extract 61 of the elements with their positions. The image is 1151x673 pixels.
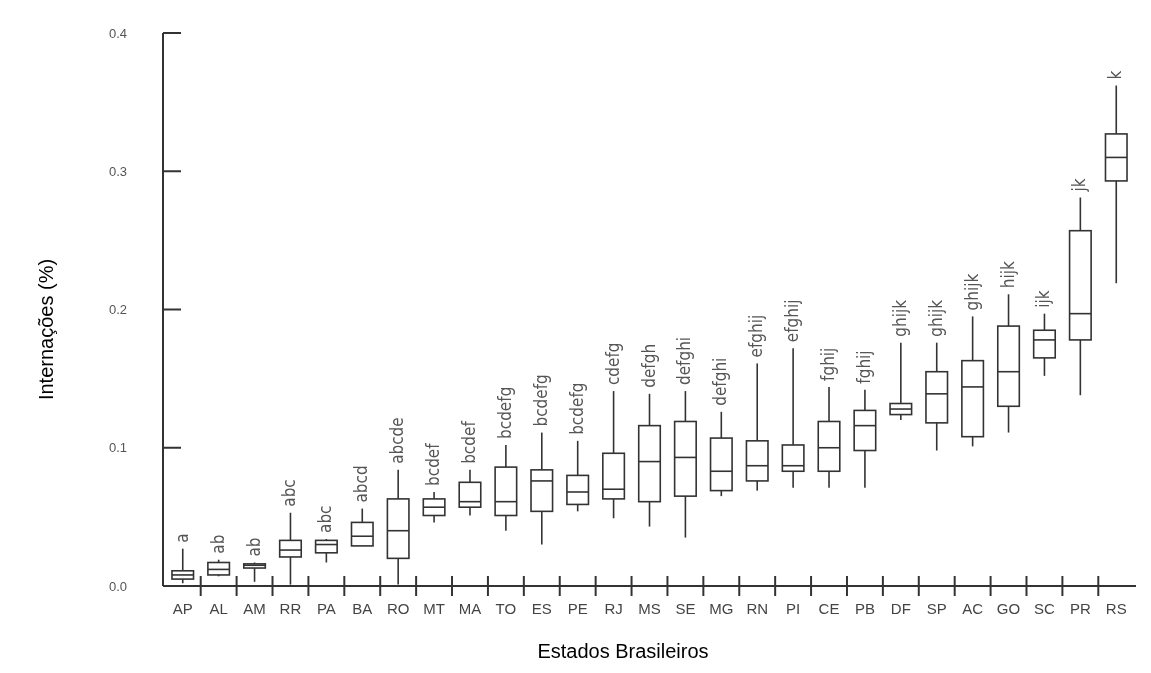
y-tick-label: 0.4	[108, 25, 127, 41]
annotation: abcde	[387, 417, 408, 464]
annotation: abcd	[351, 465, 372, 503]
x-tick-label: AL	[209, 600, 228, 617]
annotation: hijk	[997, 261, 1018, 289]
annotation: defghi	[674, 336, 695, 386]
annotation: jk	[1069, 178, 1090, 193]
x-tick-label: RO	[386, 600, 410, 617]
annotation: ab	[243, 537, 264, 557]
annotation: ghijk	[961, 273, 982, 311]
x-tick-label: AC	[962, 600, 984, 617]
annotation: fghij	[818, 347, 839, 381]
x-tick-label: PB	[854, 600, 875, 617]
x-tick-label: PR	[1069, 600, 1091, 617]
annotation: bcdefg	[566, 382, 587, 435]
x-tick-label: PA	[316, 600, 336, 617]
y-tick-label: 0.1	[108, 440, 127, 456]
x-tick-label: TO	[495, 600, 517, 617]
annotation: ijk	[1033, 290, 1054, 308]
x-tick-label: CE	[818, 600, 840, 617]
annotation: k	[1105, 70, 1126, 80]
x-tick-label: RJ	[604, 600, 623, 617]
x-tick-label: RR	[279, 600, 302, 617]
x-tick-label: RN	[746, 600, 769, 617]
x-tick-label: PI	[786, 600, 801, 617]
x-tick-label: ES	[531, 600, 552, 617]
x-tick-label: SE	[675, 600, 696, 617]
annotation: efghij	[746, 314, 767, 358]
annotation: fghij	[853, 350, 874, 384]
x-tick-label: MG	[709, 600, 734, 617]
x-tick-label: DF	[890, 600, 911, 617]
annotation: abc	[315, 505, 336, 533]
x-tick-label: AP	[172, 600, 193, 617]
annotation: bcdefg	[494, 386, 515, 439]
annotation: bcdefg	[530, 374, 551, 427]
x-tick-label: SC	[1034, 600, 1056, 617]
x-tick-label: AM	[243, 600, 266, 617]
x-tick-label: MT	[423, 600, 445, 617]
y-tick-label: 0.0	[108, 578, 127, 594]
annotation: ab	[207, 534, 228, 554]
y-tick-label: 0.3	[108, 163, 127, 179]
x-tick-label: BA	[352, 600, 373, 617]
annotation: defgh	[638, 343, 659, 388]
annotation: efghij	[782, 299, 803, 343]
annotation: ghijk	[889, 299, 910, 337]
x-tick-label: GO	[996, 600, 1021, 617]
x-axis-title: Estados Brasileiros	[537, 640, 709, 662]
annotation: a	[171, 533, 192, 543]
x-tick-label: RS	[1105, 600, 1127, 617]
annotation: bcdef	[458, 420, 479, 464]
x-tick-label: MS	[638, 600, 661, 617]
x-tick-label: SP	[926, 600, 947, 617]
annotation: cdefg	[602, 342, 623, 386]
x-tick-label: PE	[567, 600, 588, 617]
y-axis-title: Internações (%)	[35, 258, 57, 401]
annotation: abc	[279, 479, 300, 507]
x-tick-label: MA	[458, 600, 482, 617]
y-tick-label: 0.2	[108, 302, 127, 318]
annotation: ghijk	[925, 299, 946, 337]
annotation: bcdef	[423, 442, 444, 486]
annotation: defghi	[710, 357, 731, 406]
